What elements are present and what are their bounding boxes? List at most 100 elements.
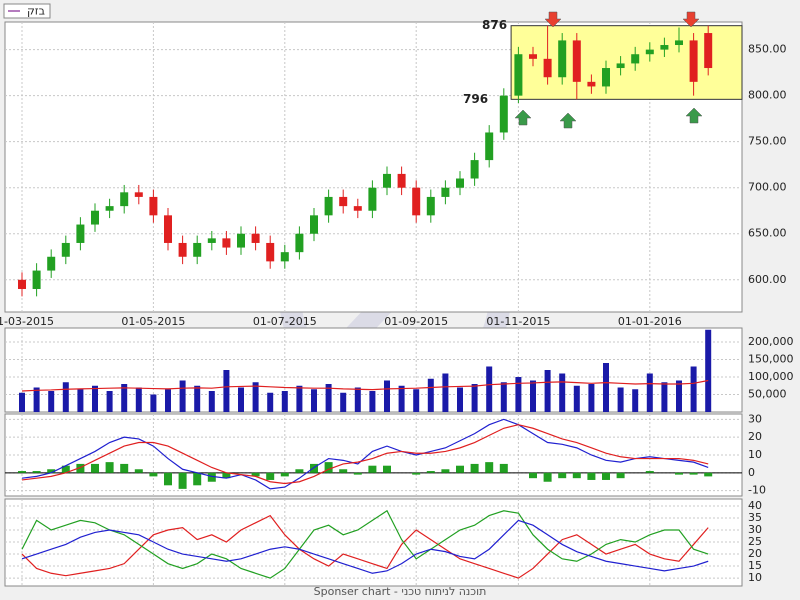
volume-bar: [500, 382, 507, 412]
candle-body: [18, 279, 26, 289]
histogram-bar: [324, 462, 333, 473]
histogram-bar: [310, 463, 318, 473]
level-label: 876: [482, 18, 507, 32]
volume-bar: [544, 370, 551, 412]
series-line: [21, 418, 709, 490]
arrows: [514, 11, 703, 129]
arrow-down: [544, 11, 562, 28]
volume-bar: [471, 384, 478, 412]
volume-bar: [690, 366, 697, 412]
candle-body: [543, 58, 552, 78]
candle-body: [675, 40, 683, 46]
volume-bar: [281, 391, 288, 412]
candle-body: [91, 210, 99, 225]
candle-body: [485, 132, 494, 161]
candle-body: [587, 81, 596, 87]
histogram-bar: [675, 472, 683, 475]
volume-bar: [325, 384, 332, 412]
y-tick-label: 800.00: [748, 89, 787, 102]
candle-body: [558, 40, 567, 78]
volume-bar: [413, 389, 420, 412]
arrow-up: [685, 107, 703, 124]
volume-bar: [384, 380, 390, 412]
legend-label: בזק: [27, 5, 45, 18]
candle-body: [529, 54, 537, 59]
volume-bar: [238, 387, 244, 412]
volume-bar: [676, 380, 682, 412]
histogram-bar: [426, 471, 435, 473]
candle-body: [61, 242, 70, 257]
histogram-bar: [558, 472, 567, 479]
histogram-bar: [164, 472, 172, 486]
candle-body: [310, 215, 318, 234]
histogram-bar: [543, 472, 552, 482]
volume-bar: [252, 382, 259, 412]
volume-bar: [442, 373, 449, 412]
candle-body: [397, 173, 406, 188]
arrow-up: [559, 112, 577, 129]
y-tick-label: 0: [748, 466, 755, 479]
y-tick-label: 750.00: [748, 135, 787, 148]
volume-bar: [208, 391, 215, 412]
histogram-bar: [120, 463, 129, 473]
candle-body: [207, 238, 216, 243]
histogram-bar: [18, 471, 26, 473]
histogram-bar: [704, 472, 713, 477]
volume-bar: [559, 373, 566, 412]
volume-bar: [573, 385, 580, 412]
volume-bar: [179, 380, 186, 412]
footer: Sponser chart - תוכנה לניתוח טכני: [314, 585, 487, 598]
candle-body: [295, 233, 304, 253]
volume-bar: [603, 363, 609, 412]
y-tick-label: 600.00: [748, 273, 787, 286]
histogram-bar: [266, 472, 275, 480]
y-tick-label: 30: [748, 412, 762, 425]
candle-body: [704, 33, 713, 69]
candle-body: [266, 242, 275, 262]
candle-body: [164, 215, 172, 243]
histogram-bar: [485, 462, 494, 473]
volume-bar: [661, 382, 668, 412]
candle-body: [602, 68, 610, 87]
volume-bar: [369, 391, 376, 412]
histogram-bar: [251, 472, 260, 477]
histogram-bar: [295, 469, 304, 473]
candle-body: [324, 196, 333, 216]
y-tick-label: 15: [748, 559, 762, 572]
candle-body: [645, 49, 654, 55]
candle-body: [689, 40, 698, 82]
histogram-bar: [134, 469, 143, 473]
volume-bar: [296, 385, 303, 412]
volume-bar: [121, 384, 128, 412]
volume-bar: [646, 373, 653, 412]
volume-bar: [223, 370, 230, 412]
candle-body: [339, 196, 348, 207]
candle-body: [616, 63, 625, 69]
volume-bar: [77, 389, 84, 412]
volume-bar: [617, 387, 624, 412]
series-line: [21, 519, 709, 574]
x-tick-label: 01-05-2015: [121, 315, 185, 328]
x-tick-label: 01-11-2015: [486, 315, 550, 328]
histogram-bar: [61, 465, 70, 473]
histogram-bar: [587, 472, 596, 480]
y-tick-label: 20: [748, 430, 762, 443]
histogram-bar: [32, 471, 41, 473]
histogram-bar: [383, 465, 391, 473]
candle-body: [470, 160, 479, 179]
arrow-up: [514, 109, 532, 126]
candle-body: [514, 54, 523, 96]
volume-bar: [311, 389, 317, 412]
histogram-bar: [353, 472, 362, 475]
volume-bar: [398, 385, 405, 412]
histogram-bar: [339, 469, 348, 473]
candle-body: [631, 54, 640, 64]
x-tick-label: 01-03-2015: [0, 315, 54, 328]
y-tick-label: -10: [748, 484, 766, 497]
volume-bar: [354, 387, 361, 412]
histogram-bar: [222, 472, 231, 479]
y-tick-label: 25: [748, 535, 762, 548]
y-tick-label: 200,000: [748, 335, 794, 348]
y-tick-label: 50,000: [748, 388, 787, 401]
candle-body: [660, 45, 669, 50]
